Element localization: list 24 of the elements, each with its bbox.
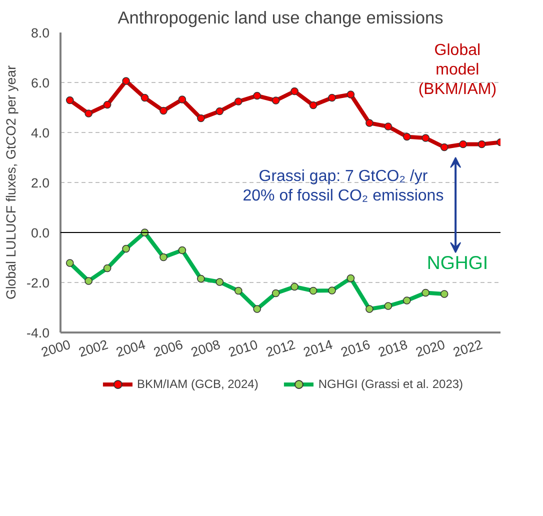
x-tick-label: 2008 [189,336,222,360]
x-tick-label: 2002 [76,336,110,360]
x-tick-label: 2006 [152,336,185,360]
y-tick-label: 2.0 [30,176,50,190]
x-tick-label: 2016 [339,336,372,360]
chart-title: Anthropogenic land use change emissions [118,8,444,28]
annotation: Global model (BKM/IAM) [418,42,497,98]
x-tick-label: 2014 [302,336,335,360]
y-tick-label: -2.0 [26,276,50,290]
y-tick-label: 0.0 [30,226,50,240]
y-tick-label: 8.0 [30,26,50,40]
x-tick-label: 2020 [414,336,447,360]
legend-label: BKM/IAM (GCB, 2024) [136,377,258,391]
x-tick-label: 2004 [114,336,148,360]
x-tick-label: 2018 [376,336,410,360]
x-tick-label: 2012 [264,336,297,360]
x-tick-label: 2010 [226,336,260,360]
y-tick-label: 4.0 [30,126,50,140]
annotation: NGHGI [426,252,488,273]
annotation: Grassi gap: 7 GtCO₂ /yr 20% of fossil CO₂ emissions [242,168,444,205]
y-tick-label: 6.0 [30,76,50,90]
y-axis-title: Global LULUCF fluxes, GtCO2 per year [4,64,19,300]
x-tick-label: 2022 [451,336,484,360]
legend-label: NGHGI (Grassi et al. 2023) [318,377,464,391]
